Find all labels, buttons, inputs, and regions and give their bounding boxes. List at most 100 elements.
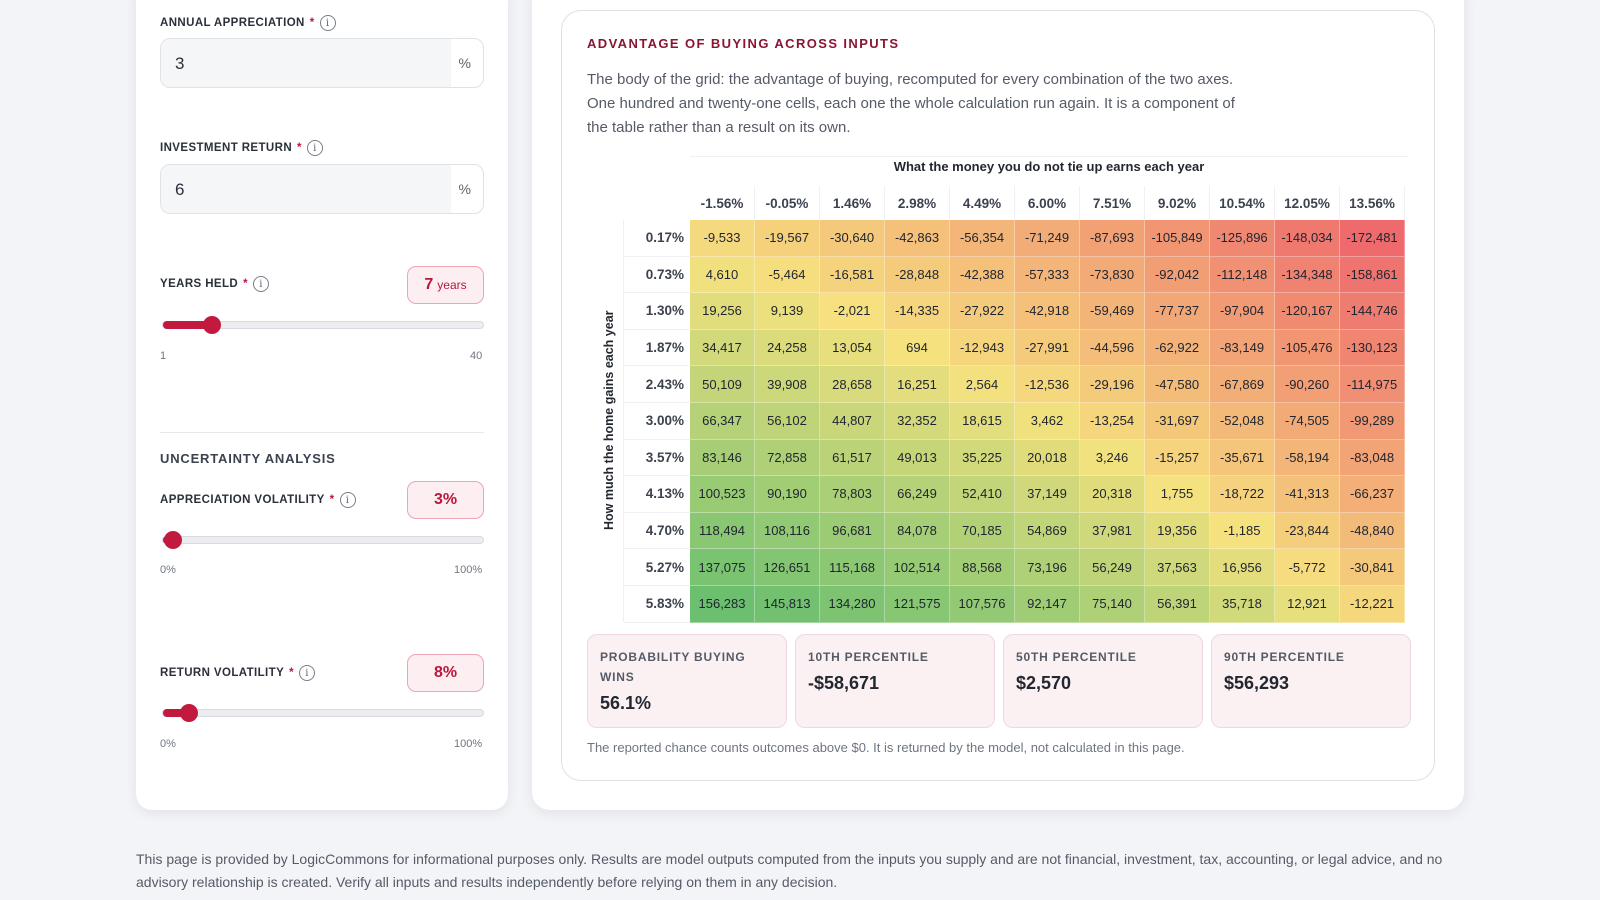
heatmap-cell: -172,481 — [1340, 220, 1405, 257]
slider-max-label: 100% — [454, 738, 483, 750]
heatmap-cell: 4,610 — [690, 256, 755, 294]
investment-return-input[interactable]: 6 % — [160, 164, 484, 214]
heatmap-cell: 37,563 — [1145, 549, 1210, 586]
row-header-divider — [623, 220, 624, 622]
heatmap-cell: 35,225 — [950, 439, 1015, 477]
heatmap-cell: -87,693 — [1080, 220, 1145, 257]
probability-stat-card: PROBABILITY BUYING WINS 56.1% — [587, 634, 787, 728]
x-tick-label: 9.02% — [1145, 186, 1210, 220]
annual-appreciation-label: ANNUAL APPRECIATION * i — [160, 15, 336, 31]
heatmap-cell: 75,140 — [1080, 586, 1145, 623]
heatmap-cell: 37,981 — [1080, 512, 1145, 550]
heatmap-cell: 56,102 — [755, 403, 820, 440]
heatmap-cell: -23,844 — [1275, 512, 1340, 550]
heatmap-cell: 50,109 — [690, 366, 755, 403]
heatmap-cell: -74,505 — [1275, 403, 1340, 440]
heatmap-cell: 39,908 — [755, 366, 820, 403]
heatmap-cell: -42,918 — [1015, 293, 1080, 330]
heatmap-cell: 118,494 — [690, 512, 755, 550]
heatmap-cell: -19,567 — [755, 220, 820, 257]
heatmap-cell: -57,333 — [1015, 256, 1080, 294]
heatmap-cell: 44,807 — [820, 403, 885, 440]
x-axis-title: What the money you do not tie up earns e… — [690, 156, 1408, 180]
appreciation-volatility-value-badge: 3% — [407, 481, 484, 519]
heatmap-cell: -5,464 — [755, 256, 820, 294]
x-tick-label: 12.05% — [1275, 186, 1340, 220]
slider-thumb[interactable] — [163, 531, 182, 549]
heatmap-cell: 35,718 — [1210, 586, 1275, 623]
return-volatility-label: RETURN VOLATILITY * i — [160, 665, 316, 681]
slider-thumb[interactable] — [203, 316, 222, 334]
y-tick-label: 3.57% — [624, 440, 690, 477]
return-volatility-value-badge: 8% — [407, 654, 484, 692]
slider-thumb[interactable] — [179, 704, 198, 722]
appreciation-volatility-slider[interactable] — [162, 531, 484, 549]
x-tick-label: -1.56% — [690, 186, 755, 220]
heatmap-cell: -67,869 — [1210, 366, 1275, 403]
grid-card-description: The body of the grid: the advantage of b… — [587, 71, 1235, 136]
heatmap-cell: -125,896 — [1210, 220, 1275, 257]
percent-unit: % — [458, 181, 471, 197]
heatmap-cell: -18,722 — [1210, 476, 1275, 513]
y-tick-label: 5.27% — [624, 549, 690, 586]
grid-card-title: ADVANTAGE OF BUYING ACROSS INPUTS — [587, 36, 900, 51]
heatmap-cell: -73,830 — [1080, 256, 1145, 294]
heatmap-cell: 37,149 — [1015, 476, 1080, 513]
heatmap-cell: -59,469 — [1080, 293, 1145, 330]
heatmap-cell: -144,746 — [1340, 293, 1405, 330]
percent-unit: % — [458, 55, 471, 71]
heatmap-cell: 92,147 — [1015, 586, 1080, 623]
heatmap-cell: -58,194 — [1275, 439, 1340, 477]
heatmap-cell: -97,904 — [1210, 293, 1275, 330]
heatmap-cell: 9,139 — [755, 293, 820, 330]
y-tick-label: 0.73% — [624, 257, 690, 294]
heatmap-cell: -120,167 — [1275, 293, 1340, 330]
slider-min-label: 1 — [160, 350, 167, 362]
slider-max-label: 40 — [470, 350, 483, 362]
heatmap-cell: 3,462 — [1015, 403, 1080, 440]
info-icon[interactable]: i — [319, 15, 336, 31]
heatmap-cell: -66,237 — [1340, 476, 1405, 513]
heatmap-cell: -56,354 — [950, 220, 1015, 257]
heatmap-cell: -13,254 — [1080, 403, 1145, 440]
heatmap-cell: -71,249 — [1015, 220, 1080, 257]
y-tick-label: 1.30% — [624, 293, 690, 330]
heatmap-cell: -30,841 — [1340, 549, 1405, 586]
heatmap-cell: -28,848 — [885, 256, 950, 294]
x-tick-label: -0.05% — [755, 186, 820, 220]
heatmap-cell: 96,681 — [820, 512, 885, 550]
return-volatility-slider[interactable] — [162, 704, 484, 722]
years-held-slider[interactable] — [162, 316, 484, 334]
info-icon[interactable]: i — [306, 140, 323, 156]
heatmap-cell: 49,013 — [885, 439, 950, 477]
heatmap-cell: 108,116 — [755, 512, 820, 550]
heatmap-cell: 56,391 — [1145, 586, 1210, 623]
heatmap-cell: -44,596 — [1080, 329, 1145, 367]
heatmap-cell: 694 — [885, 329, 950, 367]
heatmap-cell: 18,615 — [950, 403, 1015, 440]
p10-stat-card: 10TH PERCENTILE -$58,671 — [795, 634, 995, 728]
heatmap-cell: 137,075 — [690, 549, 755, 586]
annual-appreciation-input[interactable]: 3 % — [160, 38, 484, 88]
y-tick-label: 2.43% — [624, 366, 690, 403]
heatmap-cell: 1,755 — [1145, 476, 1210, 513]
p90-stat-card: 90TH PERCENTILE $56,293 — [1211, 634, 1411, 728]
slider-min-label: 0% — [160, 564, 176, 576]
heatmap-cell: 12,921 — [1275, 586, 1340, 623]
heatmap-cell: -2,021 — [820, 293, 885, 330]
heatmap-cell: -62,922 — [1145, 329, 1210, 367]
heatmap-cell: -27,991 — [1015, 329, 1080, 367]
section-divider — [160, 432, 484, 433]
y-tick-label: 5.83% — [624, 586, 690, 623]
heatmap-cell: 156,283 — [690, 586, 755, 623]
heatmap-cell: -12,943 — [950, 329, 1015, 367]
heatmap-cell: 107,576 — [950, 586, 1015, 623]
heatmap-cell: -12,221 — [1340, 586, 1405, 623]
heatmap-cell: 72,858 — [755, 439, 820, 477]
heatmap-cell: 2,564 — [950, 366, 1015, 403]
info-icon[interactable]: i — [253, 276, 270, 292]
heatmap-cell: 83,146 — [690, 439, 755, 477]
y-tick-label: 4.13% — [624, 476, 690, 513]
info-icon[interactable]: i — [299, 665, 316, 681]
info-icon[interactable]: i — [339, 492, 356, 508]
